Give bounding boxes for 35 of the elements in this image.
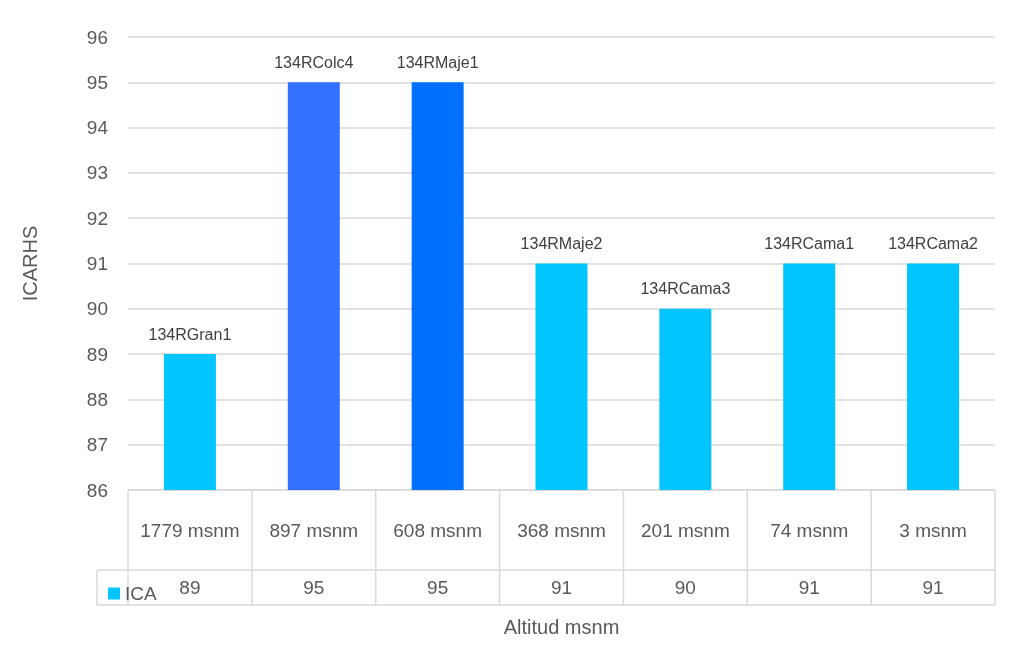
annotation: 134RCama2 (888, 235, 979, 252)
x-tick-label: 897 msnm (269, 520, 359, 541)
x-tick-label: 608 msnm (393, 520, 482, 541)
annotation: 134RGran1 (148, 325, 232, 343)
data-label: 91 (550, 577, 573, 598)
y-tick-label: 90 (86, 298, 108, 320)
y-tick-label: 92 (86, 207, 108, 229)
y-tick-label: 89 (86, 343, 108, 365)
data-label: 90 (674, 577, 696, 598)
annotation: 134RCama3 (640, 280, 731, 298)
annotation: 134RMaje2 (520, 235, 603, 252)
y-axis-title: ICARHS (19, 225, 41, 302)
x-tick-label: 74 msnm (770, 520, 849, 541)
data-label: 95 (427, 577, 449, 598)
data-label: 91 (922, 577, 944, 598)
annotation: 134RMaje1 (396, 53, 479, 71)
annotation: 134RCama1 (764, 235, 855, 252)
y-tick-label: 88 (86, 388, 108, 410)
x-axis-title: Altitud msnm (503, 616, 620, 638)
y-tick-label: 95 (86, 71, 108, 93)
data-label: 95 (303, 577, 325, 598)
x-tick-label: 368 msnm (517, 520, 606, 541)
data-label: 91 (798, 577, 820, 598)
y-tick-label: 87 (86, 434, 108, 456)
legend-label: ICA (125, 583, 157, 604)
y-tick-label: 93 (86, 162, 108, 184)
y-tick-label: 86 (86, 479, 108, 501)
y-tick-label: 94 (86, 117, 109, 139)
data-label: 89 (179, 577, 201, 598)
y-tick-label: 91 (86, 253, 108, 274)
x-tick-label: 1779 msnm (140, 520, 240, 541)
x-tick-label: 3 msnm (899, 520, 967, 541)
x-tick-label: 201 msnm (641, 520, 730, 541)
annotation: 134RColc4 (274, 53, 354, 71)
y-tick-label: 96 (86, 26, 108, 48)
